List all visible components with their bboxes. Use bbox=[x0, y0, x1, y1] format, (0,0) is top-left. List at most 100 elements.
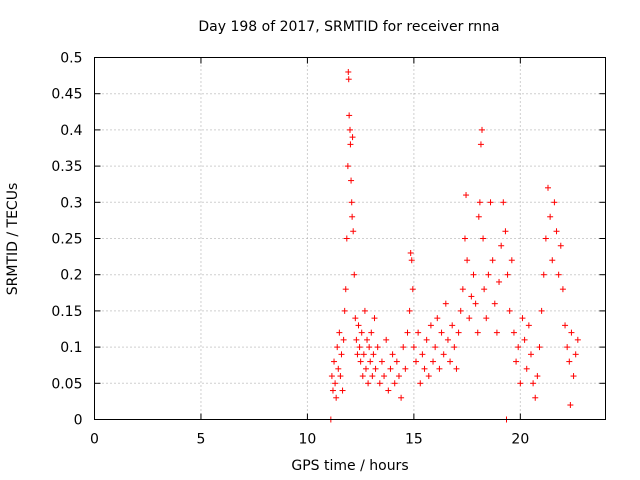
data-point bbox=[530, 380, 537, 387]
data-point bbox=[406, 307, 413, 314]
data-point bbox=[349, 134, 356, 141]
data-point bbox=[434, 315, 441, 322]
data-point bbox=[410, 344, 417, 351]
data-point bbox=[485, 271, 492, 278]
data-point bbox=[474, 329, 481, 336]
data-point bbox=[432, 344, 439, 351]
data-point bbox=[564, 344, 571, 351]
data-point bbox=[545, 184, 552, 191]
data-point bbox=[444, 336, 451, 343]
data-point bbox=[360, 351, 367, 358]
data-point bbox=[572, 351, 579, 358]
data-point bbox=[345, 68, 352, 75]
y-tick-label: 0.1 bbox=[60, 340, 82, 356]
y-tick-label: 0.3 bbox=[60, 195, 82, 211]
data-point bbox=[562, 322, 569, 329]
data-point bbox=[568, 329, 575, 336]
data-point bbox=[480, 235, 487, 242]
data-point bbox=[438, 329, 445, 336]
data-point bbox=[362, 365, 369, 372]
data-point bbox=[367, 358, 374, 365]
data-point bbox=[496, 278, 503, 285]
data-point bbox=[376, 380, 383, 387]
data-point bbox=[346, 112, 353, 119]
data-point bbox=[372, 365, 379, 372]
data-point bbox=[534, 373, 541, 380]
x-axis-label: GPS time / hours bbox=[291, 458, 408, 474]
axis-ticks: 0 5 10 15 20 0 0.05 0.1 0.15 0.2 0.25 0.3 0.35 0.4 0.4… bbox=[51, 51, 606, 448]
data-point bbox=[510, 329, 517, 336]
data-point bbox=[559, 286, 566, 293]
data-point bbox=[413, 358, 420, 365]
data-point bbox=[567, 402, 574, 409]
data-point bbox=[553, 228, 560, 235]
data-point bbox=[347, 126, 353, 133]
data-point bbox=[527, 351, 534, 358]
y-tick-label: 0.5 bbox=[60, 51, 82, 67]
x-tick-label: 15 bbox=[405, 432, 423, 448]
data-point bbox=[427, 322, 434, 329]
data-point bbox=[339, 387, 346, 394]
y-tick-label: 0.35 bbox=[51, 159, 82, 175]
data-point bbox=[566, 358, 573, 365]
data-point bbox=[389, 351, 396, 358]
data-point bbox=[453, 365, 460, 372]
data-point bbox=[407, 249, 414, 256]
y-tick-label: 0.25 bbox=[51, 232, 82, 248]
data-point bbox=[542, 235, 549, 242]
data-point bbox=[354, 351, 361, 358]
data-point bbox=[417, 380, 424, 387]
data-point bbox=[370, 351, 377, 358]
data-point bbox=[430, 358, 437, 365]
data-point bbox=[361, 307, 368, 314]
data-point bbox=[491, 300, 498, 307]
data-point bbox=[404, 329, 411, 336]
data-point bbox=[549, 257, 556, 264]
data-point bbox=[517, 380, 524, 387]
data-point bbox=[508, 257, 515, 264]
data-point bbox=[476, 199, 483, 206]
data-point bbox=[498, 242, 505, 249]
data-point bbox=[383, 336, 390, 343]
data-point bbox=[408, 257, 415, 264]
data-point bbox=[421, 365, 428, 372]
data-point bbox=[479, 126, 486, 133]
data-point bbox=[451, 344, 458, 351]
data-point bbox=[328, 373, 335, 380]
data-point bbox=[532, 394, 539, 401]
data-point bbox=[365, 380, 372, 387]
data-point bbox=[521, 336, 528, 343]
grid-lines bbox=[94, 57, 606, 420]
data-point bbox=[419, 351, 426, 358]
data-point bbox=[368, 329, 375, 336]
x-tick-label: 0 bbox=[90, 432, 99, 448]
data-point bbox=[502, 228, 509, 235]
data-point bbox=[335, 365, 342, 372]
data-point bbox=[331, 358, 338, 365]
data-point bbox=[493, 329, 500, 336]
data-point bbox=[436, 365, 443, 372]
data-point bbox=[538, 307, 545, 314]
data-point bbox=[344, 163, 351, 170]
x-tick-label: 5 bbox=[196, 432, 205, 448]
data-point bbox=[466, 315, 473, 322]
data-point bbox=[415, 329, 422, 336]
data-point bbox=[470, 271, 477, 278]
data-point bbox=[357, 358, 364, 365]
data-point bbox=[336, 329, 343, 336]
data-point bbox=[540, 271, 547, 278]
data-point bbox=[374, 344, 381, 351]
data-point bbox=[513, 358, 520, 365]
data-point bbox=[409, 286, 416, 293]
data-point bbox=[459, 286, 466, 293]
data-point bbox=[366, 344, 373, 351]
data-point bbox=[547, 213, 554, 220]
data-point bbox=[525, 322, 532, 329]
data-point bbox=[449, 322, 456, 329]
data-point bbox=[329, 387, 336, 394]
data-point bbox=[557, 242, 564, 249]
data-point bbox=[395, 373, 402, 380]
data-point bbox=[574, 336, 581, 343]
y-tick-label: 0.15 bbox=[51, 304, 82, 320]
chart-title: Day 198 of 2017, SRMTID for receiver rnn… bbox=[198, 19, 499, 35]
